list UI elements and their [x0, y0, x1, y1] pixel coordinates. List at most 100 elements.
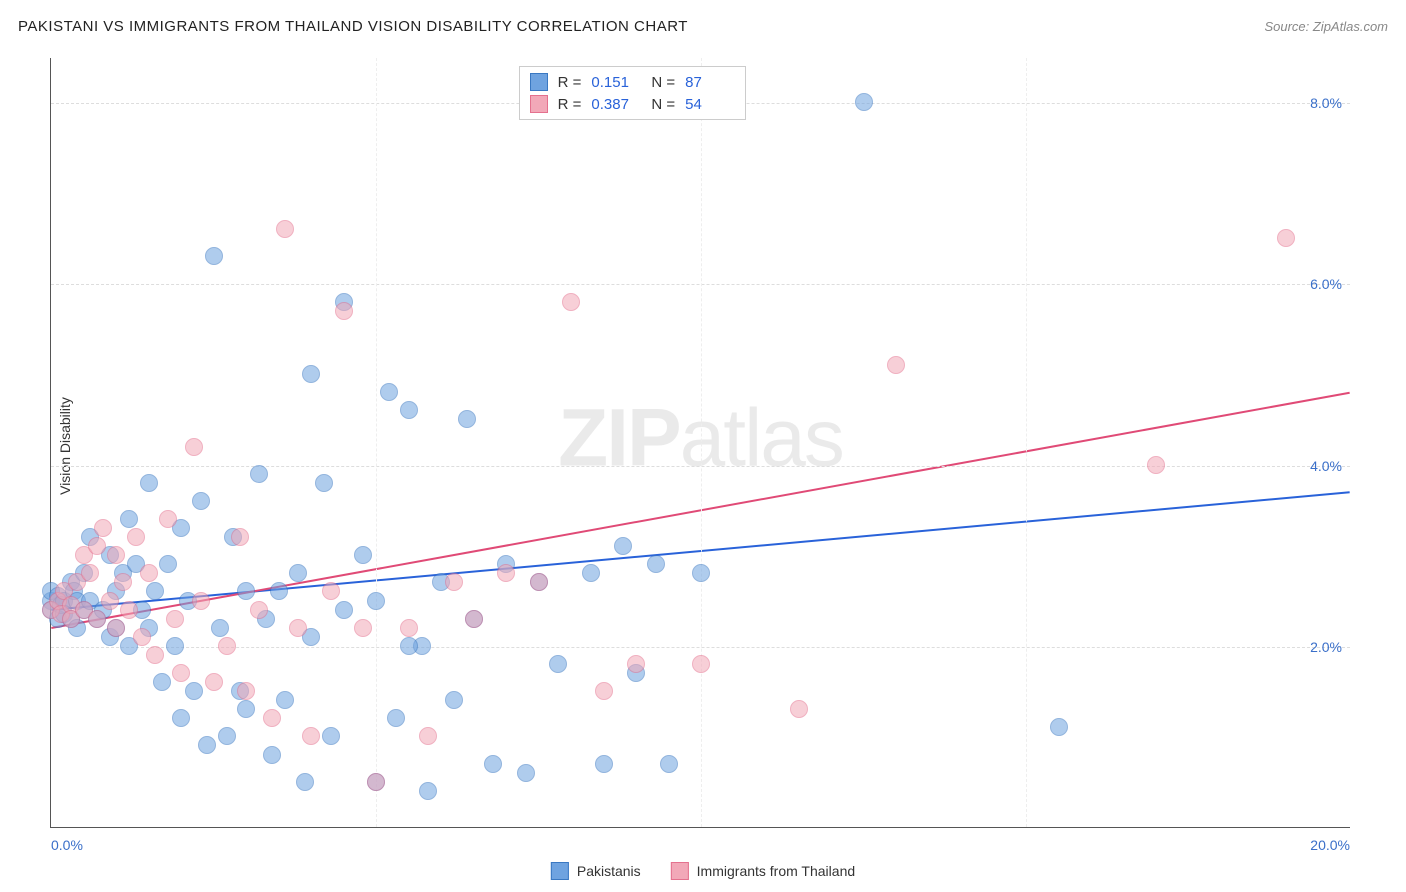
data-point — [692, 564, 710, 582]
data-point — [218, 727, 236, 745]
data-point — [192, 492, 210, 510]
data-point — [484, 755, 502, 773]
data-point — [595, 755, 613, 773]
data-point — [107, 546, 125, 564]
n-label: N = — [651, 96, 675, 113]
y-tick-label: 4.0% — [1310, 458, 1342, 474]
chart-title: PAKISTANI VS IMMIGRANTS FROM THAILAND VI… — [18, 18, 688, 35]
data-point — [120, 510, 138, 528]
stats-legend-box: R =0.151N =87R =0.387N =54 — [519, 66, 747, 120]
data-point — [94, 519, 112, 537]
data-point — [289, 564, 307, 582]
data-point — [237, 582, 255, 600]
data-point — [660, 755, 678, 773]
data-point — [400, 401, 418, 419]
data-point — [166, 637, 184, 655]
data-point — [367, 773, 385, 791]
data-point — [133, 628, 151, 646]
data-point — [205, 673, 223, 691]
n-value: 54 — [685, 96, 735, 113]
series-swatch — [530, 95, 548, 113]
data-point — [400, 619, 418, 637]
n-label: N = — [651, 74, 675, 91]
vgridline — [1026, 58, 1027, 827]
data-point — [387, 709, 405, 727]
data-point — [231, 528, 249, 546]
r-label: R = — [558, 74, 582, 91]
data-point — [445, 573, 463, 591]
data-point — [146, 582, 164, 600]
data-point — [263, 709, 281, 727]
data-point — [562, 293, 580, 311]
data-point — [354, 619, 372, 637]
data-point — [172, 709, 190, 727]
data-point — [315, 474, 333, 492]
data-point — [198, 736, 216, 754]
data-point — [517, 764, 535, 782]
x-tick-max: 20.0% — [1310, 837, 1350, 853]
data-point — [172, 664, 190, 682]
data-point — [289, 619, 307, 637]
data-point — [237, 700, 255, 718]
data-point — [185, 682, 203, 700]
x-tick-min: 0.0% — [51, 837, 83, 853]
data-point — [335, 601, 353, 619]
data-point — [322, 727, 340, 745]
data-point — [647, 555, 665, 573]
legend-swatch — [671, 862, 689, 880]
data-point — [296, 773, 314, 791]
series-swatch — [530, 73, 548, 91]
data-point — [218, 637, 236, 655]
data-point — [166, 610, 184, 628]
legend-swatch — [551, 862, 569, 880]
data-point — [530, 573, 548, 591]
data-point — [159, 555, 177, 573]
data-point — [400, 637, 418, 655]
data-point — [250, 465, 268, 483]
legend-label: Pakistanis — [577, 863, 641, 879]
data-point — [855, 93, 873, 111]
data-point — [1147, 456, 1165, 474]
r-value: 0.387 — [591, 96, 641, 113]
data-point — [270, 582, 288, 600]
data-point — [127, 528, 145, 546]
data-point — [790, 700, 808, 718]
bottom-legend: PakistanisImmigrants from Thailand — [551, 862, 855, 880]
data-point — [88, 537, 106, 555]
stats-row: R = 0.387 N = 54 — [530, 93, 736, 115]
data-point — [887, 356, 905, 374]
data-point — [276, 220, 294, 238]
data-point — [146, 646, 164, 664]
data-point — [205, 247, 223, 265]
y-tick-label: 2.0% — [1310, 639, 1342, 655]
data-point — [107, 619, 125, 637]
data-point — [465, 610, 483, 628]
data-point — [250, 601, 268, 619]
vgridline — [701, 58, 702, 827]
data-point — [114, 573, 132, 591]
data-point — [140, 564, 158, 582]
data-point — [497, 564, 515, 582]
y-tick-label: 6.0% — [1310, 276, 1342, 292]
r-label: R = — [558, 96, 582, 113]
vgridline — [376, 58, 377, 827]
data-point — [88, 610, 106, 628]
data-point — [237, 682, 255, 700]
data-point — [185, 438, 203, 456]
data-point — [322, 582, 340, 600]
chart-header: PAKISTANI VS IMMIGRANTS FROM THAILAND VI… — [18, 18, 1388, 35]
data-point — [140, 474, 158, 492]
data-point — [1277, 229, 1295, 247]
data-point — [458, 410, 476, 428]
data-point — [419, 727, 437, 745]
data-point — [549, 655, 567, 673]
data-point — [1050, 718, 1068, 736]
y-tick-label: 8.0% — [1310, 95, 1342, 111]
stats-row: R =0.151N =87 — [530, 71, 736, 93]
data-point — [367, 592, 385, 610]
legend-item: Pakistanis — [551, 862, 641, 880]
data-point — [354, 546, 372, 564]
data-point — [120, 601, 138, 619]
data-point — [302, 365, 320, 383]
data-point — [692, 655, 710, 673]
